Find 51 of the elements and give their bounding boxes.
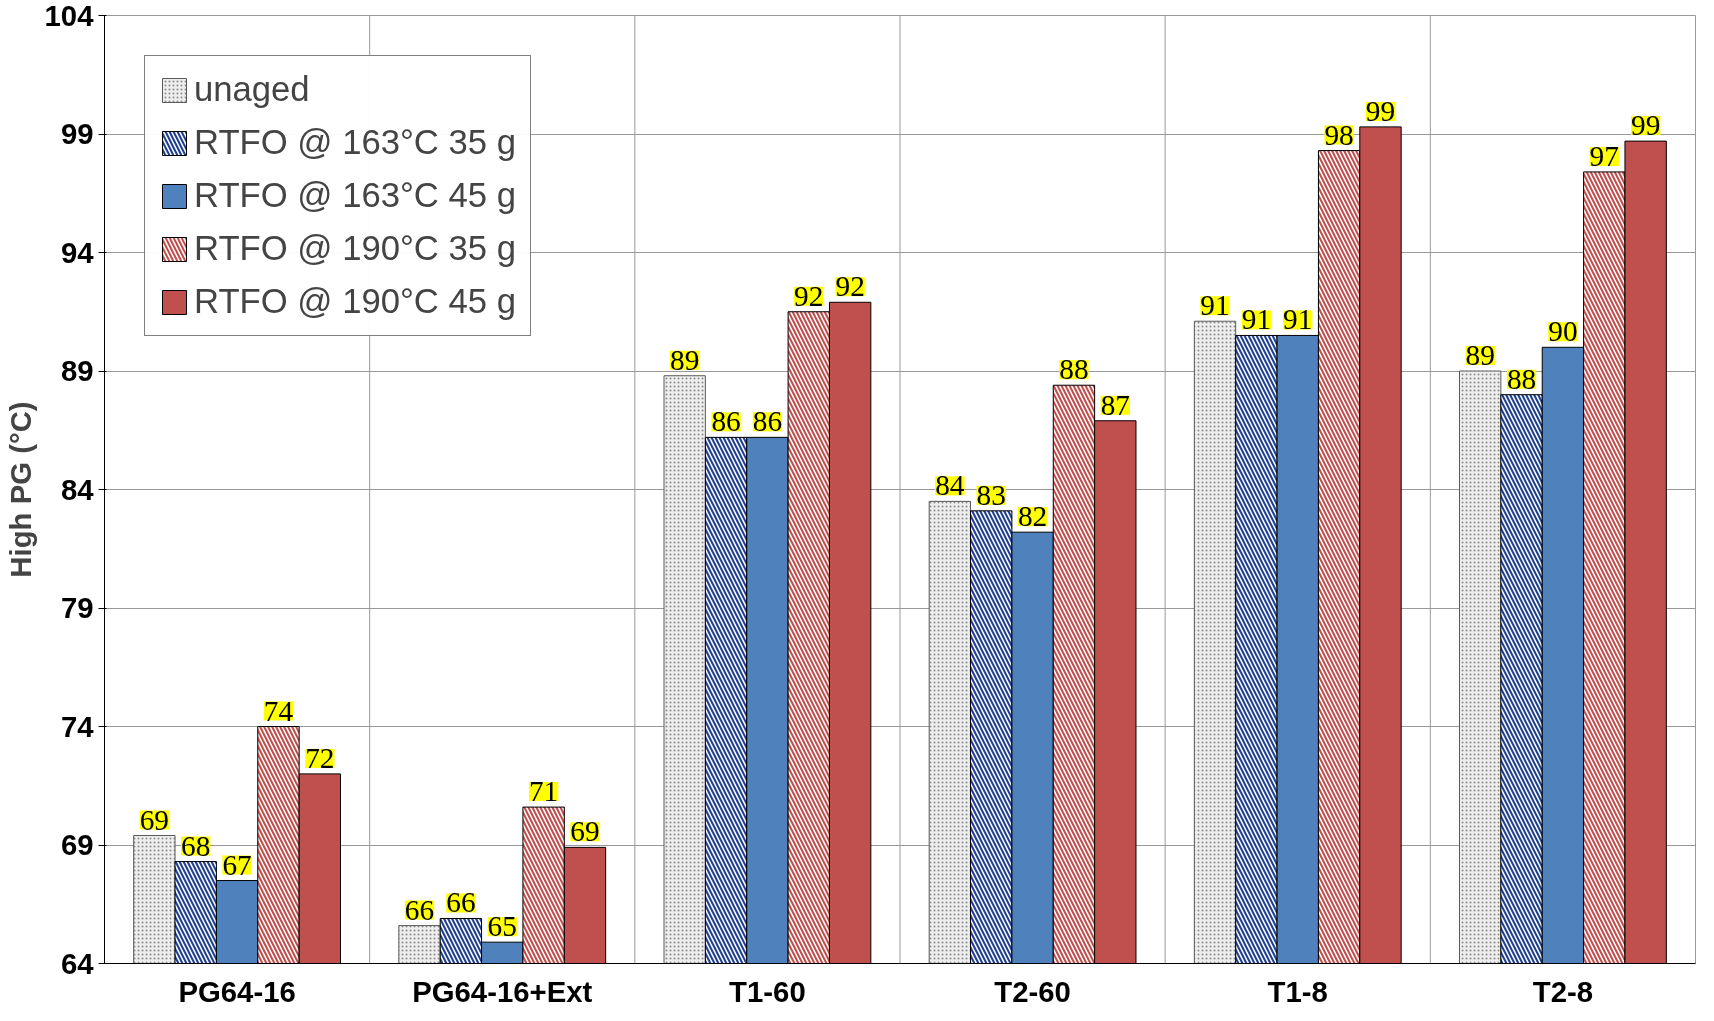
data-label: 72 bbox=[305, 741, 335, 774]
x-tick-label: PG64-16+Ext bbox=[412, 974, 593, 1008]
y-tick-label: 84 bbox=[60, 472, 95, 506]
data-label: 65 bbox=[487, 910, 517, 943]
data-label: 98 bbox=[1324, 118, 1354, 151]
data-label: 92 bbox=[835, 270, 865, 303]
data-label: 84 bbox=[935, 469, 965, 502]
y-tick-label: 64 bbox=[60, 946, 95, 980]
x-tick-label: T2-60 bbox=[994, 974, 1071, 1008]
data-label: 92 bbox=[794, 279, 824, 312]
data-label: 83 bbox=[976, 478, 1006, 511]
data-label: 91 bbox=[1283, 303, 1313, 336]
data-label: 97 bbox=[1589, 139, 1619, 172]
data-label: 99 bbox=[1365, 94, 1396, 127]
data-label: 74 bbox=[263, 694, 294, 727]
y-tick-label: 79 bbox=[60, 591, 94, 624]
data-label: 82 bbox=[1017, 500, 1048, 533]
data-label: 71 bbox=[528, 775, 559, 808]
legend-label: RTFO @ 163°C 35 g bbox=[194, 123, 516, 162]
data-label: 91 bbox=[1200, 289, 1230, 322]
data-label: 66 bbox=[446, 886, 476, 919]
data-label: 99 bbox=[1630, 109, 1661, 142]
data-label: 67 bbox=[222, 848, 252, 881]
legend-label: unaged bbox=[194, 70, 310, 109]
x-tick-label: PG64-16 bbox=[178, 974, 296, 1008]
x-tick-label: T1-60 bbox=[729, 974, 806, 1008]
x-tick-label: T2-8 bbox=[1532, 974, 1594, 1008]
y-tick-label: 104 bbox=[44, 0, 95, 32]
legend-label: RTFO @ 163°C 45 g bbox=[194, 176, 516, 215]
data-label: 91 bbox=[1241, 303, 1272, 336]
data-label: 69 bbox=[570, 815, 600, 848]
data-label: 86 bbox=[711, 405, 741, 438]
data-label: 88 bbox=[1059, 353, 1089, 386]
y-axis-title: High PG (°C) bbox=[3, 401, 37, 578]
data-label: 90 bbox=[1548, 315, 1578, 348]
y-tick-label: 74 bbox=[60, 709, 95, 743]
y-tick-label: 69 bbox=[60, 828, 94, 861]
legend-label: RTFO @ 190°C 45 g bbox=[194, 282, 516, 321]
y-tick-label: 94 bbox=[60, 235, 95, 269]
data-label: 86 bbox=[752, 405, 783, 438]
legend-label: RTFO @ 190°C 35 g bbox=[194, 229, 516, 268]
data-label: 68 bbox=[181, 829, 211, 862]
data-label: 89 bbox=[670, 343, 700, 376]
data-label: 87 bbox=[1100, 388, 1130, 421]
y-tick-label: 89 bbox=[60, 354, 94, 387]
x-tick-label: T1-8 bbox=[1267, 974, 1328, 1008]
data-label: 69 bbox=[139, 803, 170, 836]
data-label: 66 bbox=[404, 893, 435, 926]
data-label: 89 bbox=[1465, 339, 1495, 371]
y-tick-label: 99 bbox=[60, 117, 94, 150]
data-label: 88 bbox=[1506, 362, 1537, 395]
